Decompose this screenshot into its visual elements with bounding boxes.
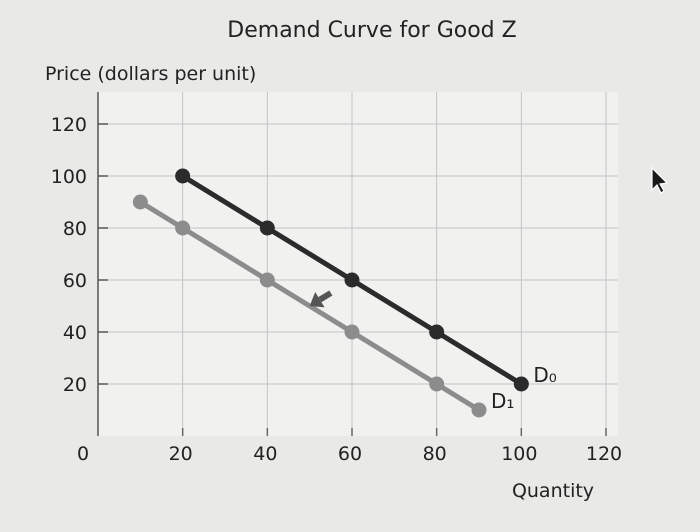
y-axis-label: Price (dollars per unit) xyxy=(45,63,256,85)
plot-area xyxy=(98,92,618,436)
data-point-s1-90 xyxy=(471,402,487,418)
data-point-s0-80 xyxy=(429,324,445,340)
x-tick-label-100: 100 xyxy=(501,443,537,465)
annotations xyxy=(309,290,333,308)
tick-labels: 20 40 60 80 100 120 0 20 40 60 80 100 120 xyxy=(51,114,622,465)
data-point-s1-10 xyxy=(132,194,148,210)
data-point-s0-40 xyxy=(259,220,275,236)
data-point-s1-20 xyxy=(175,220,191,236)
data-point-s1-40 xyxy=(259,272,275,288)
data-point-s1-80 xyxy=(429,376,445,392)
series-label-0: D₀ xyxy=(533,363,556,387)
y-tick-label-40: 40 xyxy=(63,322,87,344)
x-axis-label: Quantity xyxy=(512,480,594,502)
series-label-1: D₁ xyxy=(491,389,514,413)
axes xyxy=(97,92,607,436)
shift-arrow-icon xyxy=(309,290,333,308)
x-tick-label-120: 120 xyxy=(586,443,622,465)
y-tick-label-100: 100 xyxy=(51,166,87,188)
x-tick-label-40: 40 xyxy=(253,443,277,465)
grid xyxy=(98,92,618,436)
data-point-s0-60 xyxy=(344,272,360,288)
chart-title: Demand Curve for Good Z xyxy=(227,18,516,43)
x-tick-label-20: 20 xyxy=(169,443,193,465)
data-point-s0-20 xyxy=(175,168,191,184)
data-point-s1-60 xyxy=(344,324,360,340)
y-tick-label-20: 20 xyxy=(63,374,87,396)
mouse-cursor-icon xyxy=(651,166,669,194)
shift-arrow-head xyxy=(309,292,325,308)
y-tick-label-60: 60 xyxy=(63,270,87,292)
x-tick-label-60: 60 xyxy=(338,443,362,465)
data-point-s0-100 xyxy=(513,376,529,392)
shift-arrow-shaft xyxy=(318,290,333,303)
y-tick-label-120: 120 xyxy=(51,114,87,136)
y-tick-label-80: 80 xyxy=(63,218,87,240)
x-tick-label-0: 0 xyxy=(77,443,89,465)
x-tick-label-80: 80 xyxy=(423,443,447,465)
